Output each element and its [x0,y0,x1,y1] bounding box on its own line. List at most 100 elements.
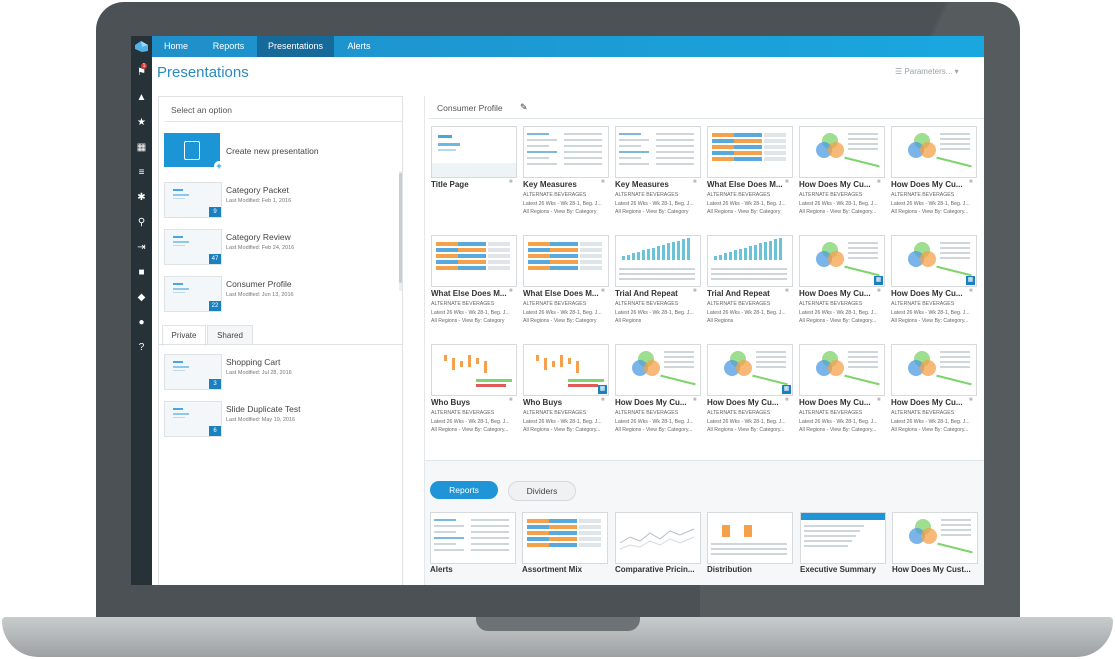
chat-icon[interactable]: ● [138,317,145,328]
slide-meta: ALTERNATE BEVERAGES [431,301,495,307]
slide-thumbnail[interactable] [523,235,609,287]
bucket-icon[interactable]: ◆ [137,292,146,303]
slide-thumbnail[interactable] [431,344,517,396]
lock-icon: ■ [693,179,697,185]
slide-thumbnail[interactable] [431,126,517,178]
slide-thumbnail[interactable]: ▦ [891,235,977,287]
slide-meta: All Regions - View By: Category [523,318,597,324]
slide-thumbnail[interactable] [891,126,977,178]
report-title: Assortment Mix [522,565,583,574]
help-icon[interactable]: ? [138,342,145,353]
tree-icon[interactable]: ▲ [136,92,147,103]
slide-title: Title Page [431,180,469,189]
tab-reports[interactable]: Reports [212,41,245,51]
slide-meta: Latest 26 Wks - Wk 28-1, Beg. J... [615,200,694,207]
presentation-item[interactable]: 47 Category Review Last Modified: Feb 24, … [164,229,400,265]
tab-alerts[interactable]: Alerts [347,41,371,51]
slide-meta: All Regions - View By: Category... [707,427,785,433]
search-icon[interactable]: ⚲ [137,217,146,228]
presentation-name: Consumer Profile [226,279,292,289]
slide-meta: ALTERNATE BEVERAGES [799,410,863,416]
dividers-toggle[interactable]: Dividers [508,481,576,501]
create-presentation-tile[interactable]: + [164,133,224,171]
report-thumbnail[interactable] [892,512,978,564]
presentation-item[interactable]: 22 Consumer Profile Last Modified: Jun 13,… [164,276,400,312]
parameters-dropdown[interactable]: ☰ Parameters... ▾ [895,67,959,76]
lock-icon: ■ [877,397,881,403]
slide-title: Trial And Repeat [707,289,770,298]
tab-private[interactable]: Private [162,325,206,346]
slide-count-badge: 6 [209,426,221,436]
last-modified: Last Modified: Feb 24, 2016 [226,245,295,251]
slide-meta: ALTERNATE BEVERAGES [431,410,495,416]
report-thumbnail[interactable] [707,512,793,564]
lock-icon: ■ [601,288,605,294]
laptop-notch [476,617,640,631]
slide-meta: Latest 26 Wks - Wk 28-1, Beg. J... [799,200,878,207]
presentation-name: Slide Duplicate Test [226,404,301,414]
slide-thumbnail[interactable]: ▦ [707,344,793,396]
database-icon[interactable]: ≡ [138,167,145,178]
slide-thumbnail[interactable] [891,344,977,396]
alerts-icon[interactable]: ⚑ [137,67,146,78]
report-thumbnail[interactable] [522,512,608,564]
slide-meta: Latest 26 Wks - Wk 28-1, Beg. J... [799,418,878,425]
slide-thumbnail[interactable] [707,126,793,178]
lock-icon: ■ [969,397,973,403]
tab-presentations[interactable]: Presentations [257,36,334,57]
table-icon: ▦ [598,385,607,394]
report-thumbnail[interactable] [430,512,516,564]
presentation-item[interactable]: 3 Shopping Cart Last Modified: Jul 28, 201… [164,354,400,390]
gear-icon[interactable]: ✱ [137,192,146,203]
slide-meta: ALTERNATE BEVERAGES [707,410,771,416]
slide-thumbnail[interactable] [799,126,885,178]
document-icon [184,141,200,160]
report-thumbnail[interactable] [800,512,886,564]
table-icon: ▦ [966,276,975,285]
lock-icon: ■ [785,397,789,403]
calendar-icon[interactable]: ▦ [136,142,147,153]
divider [424,96,425,585]
export-icon[interactable]: ⇥ [137,242,146,253]
scrollbar-thumb[interactable] [399,173,402,283]
divider [425,460,984,461]
slide-meta: ALTERNATE BEVERAGES [707,301,771,307]
slide-meta: ALTERNATE BEVERAGES [799,192,863,198]
presentation-thumbnail: 22 [164,276,222,312]
tab-home[interactable]: Home [163,41,188,51]
reports-toggle[interactable]: Reports [430,481,498,499]
slide-thumbnail[interactable]: ▦ [799,235,885,287]
last-modified: Last Modified: Jul 28, 2016 [226,370,292,376]
slide-thumbnail[interactable]: ▦ [523,344,609,396]
slide-title: How Does My Cu... [799,289,871,298]
slide-meta: ALTERNATE BEVERAGES [615,301,679,307]
slide-thumbnail[interactable] [799,344,885,396]
parameters-label: Parameters... [904,67,953,76]
slide-thumbnail[interactable] [431,235,517,287]
slides-panel: Consumer Profile ✎ Title Page ■ Key Measur… [424,96,984,585]
top-navigation: Home Reports Presentations Alerts [152,36,984,57]
slide-meta: ALTERNATE BEVERAGES [891,410,955,416]
table-icon: ▦ [782,385,791,394]
create-presentation-label[interactable]: Create new presentation [226,146,319,156]
slide-thumbnail[interactable] [615,235,701,287]
slide-title: How Does My Cu... [707,398,779,407]
slide-meta: Latest 26 Wks - Wk 28-1, Beg. J... [615,309,694,316]
slide-thumbnail[interactable] [615,126,701,178]
slide-meta: All Regions - View By: Category [615,209,689,215]
star-icon[interactable]: ★ [137,117,146,128]
slide-thumbnail[interactable] [707,235,793,287]
pencil-icon[interactable]: ✎ [520,102,528,112]
slide-thumbnail[interactable] [615,344,701,396]
divider [159,344,402,345]
slide-title: How Does My Cu... [799,180,871,189]
slide-thumbnail[interactable] [523,126,609,178]
lock-icon[interactable]: ■ [138,267,145,278]
lock-icon: ■ [601,397,605,403]
presentation-item[interactable]: 6 Slide Duplicate Test Last Modified: May … [164,401,400,437]
slide-meta: Latest 26 Wks - Wk 28-1, Beg. J... [707,200,786,207]
tab-shared[interactable]: Shared [207,325,253,345]
slide-meta: ALTERNATE BEVERAGES [799,301,863,307]
presentation-item[interactable]: 9 Category Packet Last Modified: Feb 1, 20… [164,182,400,218]
report-thumbnail[interactable] [615,512,701,564]
